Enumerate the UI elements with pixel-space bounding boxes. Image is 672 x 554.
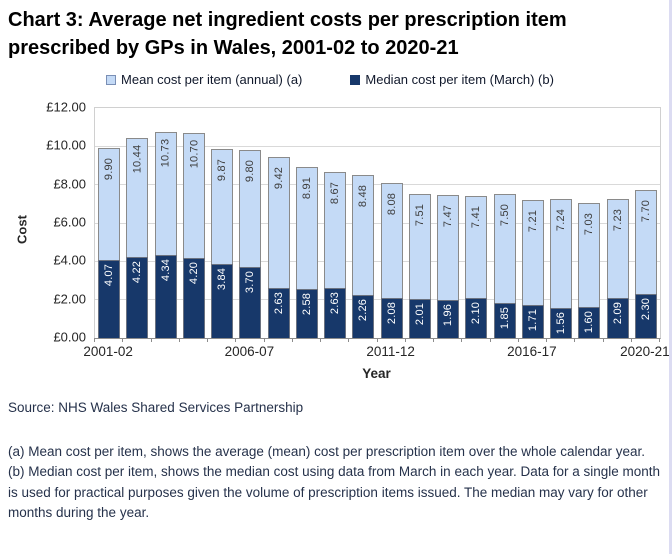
y-tick-label: £8.00 <box>53 176 86 192</box>
y-tick-label: £4.00 <box>53 252 86 268</box>
median-bar-2011-12 <box>380 298 403 338</box>
gridline <box>95 299 660 301</box>
x-tick <box>433 338 434 342</box>
median-bar-2010-11 <box>352 294 375 338</box>
median-bar-2006-07 <box>239 267 262 338</box>
median-bar-2003-04 <box>154 254 177 338</box>
legend-item-median: Median cost per item (March) (b) <box>350 72 554 87</box>
x-tick <box>376 338 378 342</box>
median-bar-2018-19 <box>578 307 601 338</box>
legend-item-mean: Mean cost per item (annual) (a) <box>106 72 302 87</box>
median-bar-2015-16 <box>493 302 516 338</box>
y-tick-label: £2.00 <box>53 291 86 307</box>
x-tick <box>517 338 519 342</box>
x-tick-label-2001-02: 2001-02 <box>83 344 133 359</box>
median-bar-2016-17 <box>521 305 544 338</box>
x-tick-label-2020-21: 2020-21 <box>620 344 670 359</box>
median-bar-2007-08 <box>267 287 290 338</box>
chart-title: Chart 3: Average net ingredient costs pe… <box>8 9 567 59</box>
y-tick-label: £6.00 <box>53 214 86 230</box>
gridline <box>95 260 660 262</box>
x-tick <box>574 338 576 342</box>
x-tick-label-2011-12: 2011-12 <box>366 344 415 359</box>
gridline <box>95 145 660 147</box>
x-tick-label-2006-07: 2006-07 <box>224 344 275 359</box>
median-bar-2020-21 <box>634 293 657 338</box>
median-swatch-icon <box>350 74 361 85</box>
x-tick <box>461 338 463 342</box>
y-tick-label: £12.00 <box>46 99 86 115</box>
x-tick <box>178 338 180 342</box>
x-tick <box>489 338 491 342</box>
gridline <box>95 184 660 186</box>
x-tick <box>546 338 547 342</box>
median-bar-2017-18 <box>550 308 573 338</box>
x-tick <box>348 338 350 342</box>
median-bar-2008-09 <box>295 288 318 338</box>
mean-swatch-icon <box>106 74 117 85</box>
source-text: Source: NHS Wales Shared Services Partne… <box>8 400 304 415</box>
x-tick <box>207 338 208 342</box>
x-tick <box>404 338 406 342</box>
median-bar-2005-06 <box>211 264 234 338</box>
x-tick <box>602 338 604 342</box>
x-tick <box>150 338 152 342</box>
plot-area: 9.90 4.07 10.44 4.22 10.73 4.34 10.70 4.20 9.87 3… <box>94 107 661 339</box>
median-bar-2002-03 <box>126 257 149 338</box>
x-tick <box>94 338 95 342</box>
median-bar-2014-15 <box>465 297 488 338</box>
mean-bar-2018-19 <box>578 203 601 338</box>
legend-label-mean: Mean cost per item (annual) (a) <box>121 72 303 87</box>
mean-bar-2017-18 <box>550 199 573 338</box>
footnote-b: (b) Median cost per item, shows the medi… <box>8 464 661 520</box>
median-bar-2019-20 <box>606 297 629 338</box>
footnotes: (a) Mean cost per item, shows the averag… <box>8 442 666 523</box>
legend: Mean cost per item (annual) (a) Median c… <box>0 72 660 87</box>
median-bar-2001-02 <box>98 260 121 338</box>
x-tick-label-2016-17: 2016-17 <box>507 344 557 359</box>
legend-label-median: Median cost per item (March) (b) <box>365 72 554 87</box>
mean-bar-2015-16 <box>493 194 516 338</box>
x-tick <box>659 338 660 342</box>
x-tick <box>291 338 293 342</box>
x-tick <box>122 338 124 342</box>
median-bar-2004-05 <box>182 257 205 338</box>
x-tick <box>630 338 632 342</box>
median-bar-2009-10 <box>324 287 347 338</box>
y-tick-label: £10.00 <box>46 137 86 153</box>
mean-bar-2016-17 <box>521 199 544 338</box>
x-tick <box>263 338 265 342</box>
gridline <box>95 222 660 224</box>
y-tick-label: £0.00 <box>53 329 86 345</box>
median-bar-2013-14 <box>437 300 460 338</box>
footnote-a: (a) Mean cost per item, shows the averag… <box>8 444 646 459</box>
x-tick <box>320 338 321 342</box>
median-bar-2012-13 <box>408 299 431 338</box>
x-axis-title: Year <box>362 366 391 381</box>
x-tick <box>235 338 237 342</box>
